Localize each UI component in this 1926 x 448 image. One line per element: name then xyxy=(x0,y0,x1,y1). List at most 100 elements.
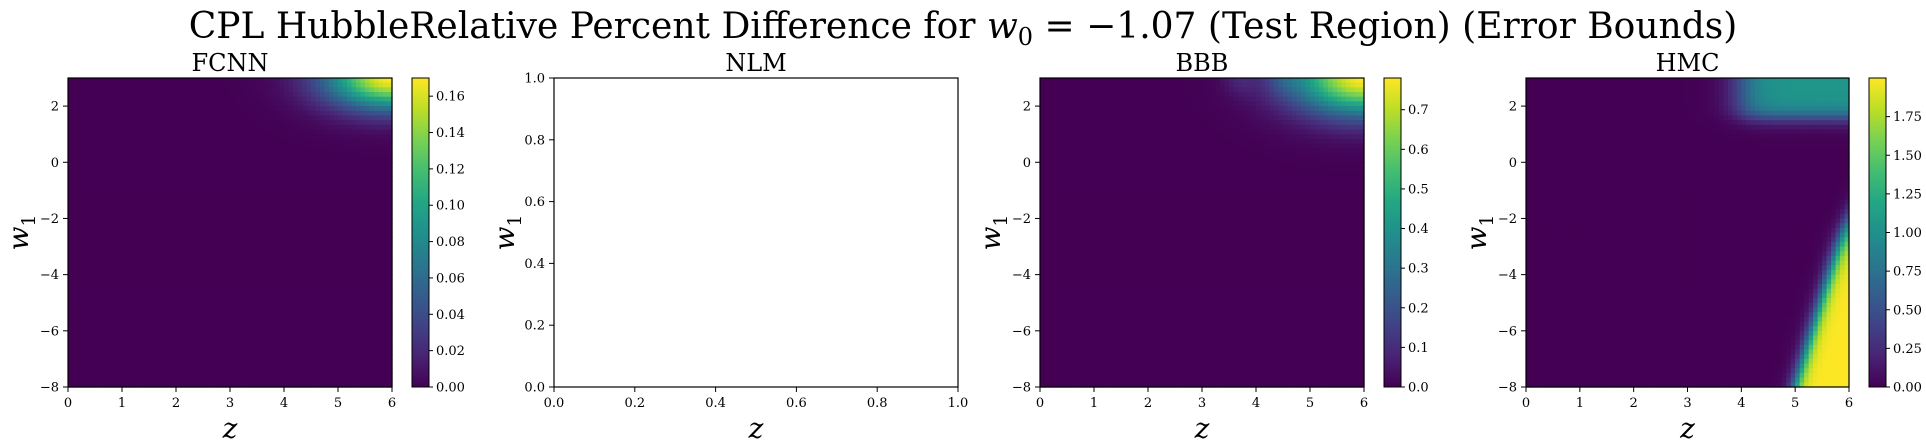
heatmap-cell xyxy=(315,316,321,323)
heatmap-cell xyxy=(149,302,155,309)
heatmap-cell xyxy=(324,157,330,163)
heatmap-cell xyxy=(234,87,240,93)
heatmap-cell xyxy=(113,349,119,355)
heatmap-cell xyxy=(243,232,249,238)
heatmap-cell xyxy=(171,190,177,196)
heatmap-cell xyxy=(126,340,132,346)
heatmap-cell xyxy=(72,344,78,351)
heatmap-cell xyxy=(72,302,78,309)
heatmap-cell xyxy=(1260,82,1266,88)
heatmap-cell xyxy=(387,120,393,126)
heatmap-cell xyxy=(248,120,254,126)
heatmap-cell xyxy=(243,368,249,374)
heatmap-cell xyxy=(248,363,254,369)
heatmap-cell xyxy=(144,218,150,224)
heatmap-cell xyxy=(302,288,308,294)
heatmap-cell xyxy=(212,255,218,262)
heatmap-cell xyxy=(225,171,231,177)
heatmap-cell xyxy=(68,78,74,84)
heatmap-cell xyxy=(230,181,236,187)
heatmap-cell xyxy=(153,251,159,257)
heatmap-cell xyxy=(158,143,164,149)
heatmap-cell xyxy=(279,246,285,252)
heatmap-cell xyxy=(360,237,366,243)
heatmap-cell xyxy=(113,129,119,135)
heatmap-cell xyxy=(383,274,389,280)
heatmap-cell xyxy=(122,162,128,168)
heatmap-cell xyxy=(95,110,101,117)
heatmap-cell xyxy=(306,218,312,224)
heatmap-cell xyxy=(108,344,114,351)
heatmap-cell xyxy=(356,265,362,271)
heatmap-cell xyxy=(212,302,218,309)
heatmap-cell xyxy=(279,218,285,224)
heatmap-cell xyxy=(158,87,164,93)
heatmap-cell xyxy=(333,223,339,229)
heatmap-cell xyxy=(324,138,330,145)
heatmap-cell xyxy=(1269,78,1275,84)
heatmap-cell xyxy=(351,101,357,107)
heatmap-cell xyxy=(369,120,375,126)
heatmap-cell xyxy=(302,312,308,318)
heatmap-cell xyxy=(203,246,209,252)
heatmap-cell xyxy=(99,326,105,332)
heatmap-cell xyxy=(270,293,276,299)
heatmap-cell xyxy=(68,354,74,360)
heatmap-cell xyxy=(360,354,366,360)
heatmap-cell xyxy=(77,260,83,266)
heatmap-cell xyxy=(171,213,177,220)
heatmap-cell xyxy=(171,382,177,388)
heatmap-cell xyxy=(1148,78,1154,84)
heatmap-cell xyxy=(374,124,380,131)
heatmap-cell xyxy=(68,181,74,187)
heatmap-cell xyxy=(356,316,362,323)
heatmap-cell xyxy=(149,143,155,149)
heatmap-cell xyxy=(347,344,353,351)
heatmap-cell xyxy=(167,110,173,117)
heatmap-cell xyxy=(198,171,204,177)
heatmap-cell xyxy=(279,110,285,117)
heatmap-cell xyxy=(369,157,375,163)
heatmap-cell xyxy=(234,82,240,88)
heatmap-cell xyxy=(113,92,119,98)
heatmap-cell xyxy=(1193,78,1199,84)
heatmap-cell xyxy=(243,176,249,182)
heatmap-cell xyxy=(72,293,78,299)
heatmap-cell xyxy=(167,162,173,168)
heatmap-cell xyxy=(234,335,240,341)
heatmap-cell xyxy=(302,232,308,238)
heatmap-cell xyxy=(387,166,393,173)
heatmap-cell xyxy=(360,143,366,149)
heatmap-cell xyxy=(95,255,101,262)
heatmap-cell xyxy=(315,326,321,332)
heatmap-cell xyxy=(158,96,164,103)
heatmap-cell xyxy=(122,199,128,206)
heatmap-cell xyxy=(275,237,281,243)
heatmap-cell xyxy=(140,344,146,351)
heatmap-cell xyxy=(68,312,74,318)
heatmap-cell xyxy=(257,124,263,131)
heatmap-cell xyxy=(275,124,281,131)
heatmap-cell xyxy=(225,349,231,355)
heatmap-cell xyxy=(356,363,362,369)
heatmap-cell xyxy=(216,171,222,177)
heatmap-cell xyxy=(387,340,393,346)
heatmap-cell xyxy=(257,209,263,215)
heatmap-cell xyxy=(297,134,303,140)
heatmap-cell xyxy=(176,265,182,271)
heatmap-cell xyxy=(153,241,159,248)
heatmap-cell xyxy=(315,232,321,238)
heatmap-cell xyxy=(77,204,83,210)
heatmap-cell xyxy=(225,377,231,383)
heatmap-cell xyxy=(342,241,348,248)
heatmap-cell xyxy=(108,152,114,159)
heatmap-cell xyxy=(81,255,87,262)
heatmap-cell xyxy=(216,120,222,126)
heatmap-cell xyxy=(360,190,366,196)
heatmap-cell xyxy=(77,382,83,388)
heatmap-cell xyxy=(135,143,141,149)
heatmap-cell xyxy=(149,209,155,215)
heatmap-cell xyxy=(365,157,371,163)
heatmap-cell xyxy=(320,354,326,360)
heatmap-cell xyxy=(99,302,105,309)
